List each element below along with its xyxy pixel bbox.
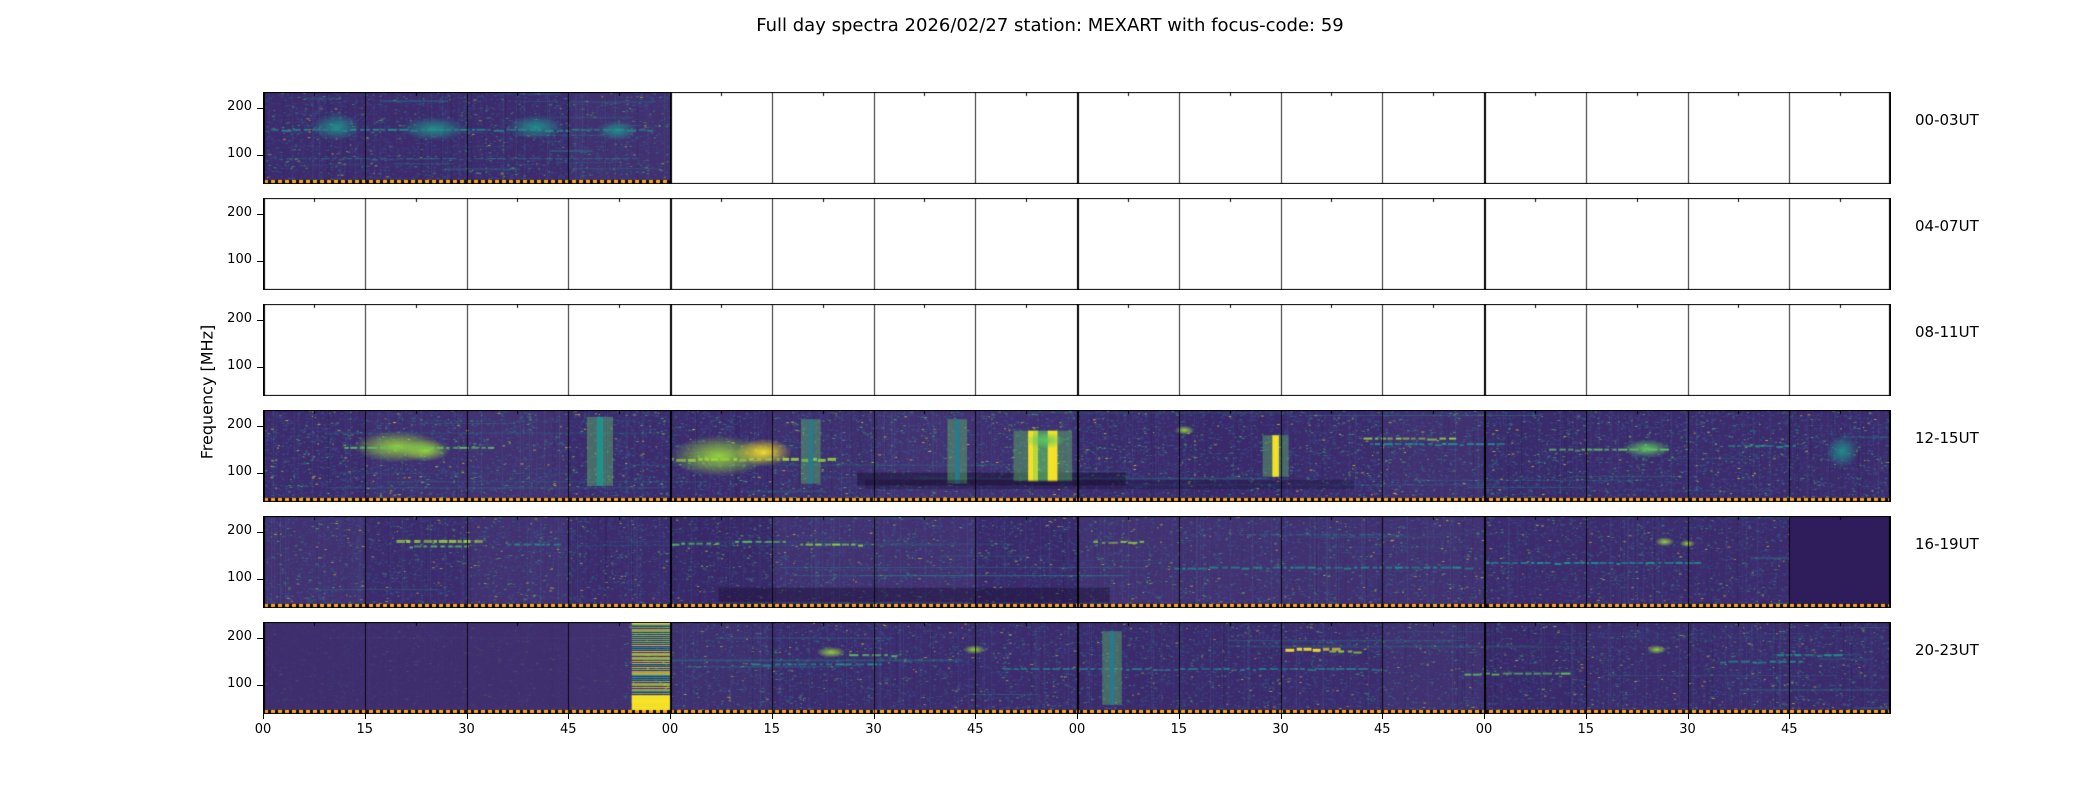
row-label: 00-03UT [1915, 111, 1979, 129]
spectrogram-panel-16-19UT [263, 516, 1891, 608]
y-tick-mark [257, 531, 263, 533]
x-tick-label: 00 [1475, 722, 1493, 737]
x-tick-mark [975, 714, 977, 719]
y-tick-mark [257, 319, 263, 321]
x-tick-mark [1280, 714, 1282, 719]
y-tick-mark [257, 107, 263, 109]
x-tick-label: 45 [1373, 722, 1391, 737]
x-tick-mark [1382, 714, 1384, 719]
y-tick-label: 100 [227, 569, 252, 585]
row-label: 20-23UT [1915, 641, 1979, 659]
y-tick-mark [257, 213, 263, 215]
x-tick-label: 00 [1068, 722, 1086, 737]
x-tick-label: 45 [559, 722, 577, 737]
x-tick-mark [466, 714, 468, 719]
spectrogram-panel-08-11UT [263, 304, 1891, 396]
x-tick-label: 15 [1577, 722, 1595, 737]
y-tick-label: 100 [227, 357, 252, 373]
x-tick-label: 45 [966, 722, 984, 737]
x-tick-label: 15 [1170, 722, 1188, 737]
y-tick-mark [257, 578, 263, 580]
x-tick-mark [568, 714, 570, 719]
y-tick-mark [257, 684, 263, 686]
y-tick-label: 200 [227, 416, 252, 432]
y-tick-label: 200 [227, 310, 252, 326]
x-tick-mark [771, 714, 773, 719]
x-tick-label: 30 [865, 722, 882, 737]
row-label: 04-07UT [1915, 217, 1979, 235]
x-tick-mark [1585, 714, 1587, 719]
x-tick-mark [1077, 714, 1078, 719]
x-tick-mark [1687, 714, 1689, 719]
spectrogram-panel-04-07UT [263, 198, 1891, 290]
row-label: 16-19UT [1915, 535, 1979, 553]
x-tick-mark [1789, 714, 1791, 719]
spectrogram-panel-12-15UT [263, 410, 1891, 502]
y-tick-label: 100 [227, 251, 252, 267]
y-tick-label: 200 [227, 98, 252, 114]
x-tick-label: 00 [254, 722, 272, 737]
y-tick-mark [257, 637, 263, 639]
chart-title: Full day spectra 2026/02/27 station: MEX… [756, 15, 1344, 36]
x-tick-label: 30 [1679, 722, 1696, 737]
x-tick-label: 00 [661, 722, 679, 737]
x-tick-mark [670, 714, 671, 719]
x-tick-mark [263, 714, 264, 719]
x-tick-label: 30 [1272, 722, 1289, 737]
y-tick-label: 100 [227, 675, 252, 691]
y-tick-label: 100 [227, 463, 252, 479]
y-tick-mark [257, 154, 263, 156]
y-tick-mark [257, 425, 263, 427]
x-tick-label: 30 [458, 722, 475, 737]
y-axis-label: Frequency [MHz] [197, 324, 217, 460]
x-tick-label: 15 [763, 722, 781, 737]
y-tick-label: 200 [227, 628, 252, 644]
y-tick-label: 200 [227, 522, 252, 538]
y-tick-mark [257, 472, 263, 474]
x-tick-label: 45 [1780, 722, 1798, 737]
x-tick-mark [364, 714, 366, 719]
y-tick-label: 100 [227, 145, 252, 161]
x-tick-label: 15 [356, 722, 374, 737]
row-label: 12-15UT [1915, 429, 1979, 447]
y-tick-mark [257, 366, 263, 368]
row-label: 08-11UT [1915, 323, 1979, 341]
x-tick-mark [873, 714, 875, 719]
spectrogram-panel-00-03UT [263, 92, 1891, 184]
x-tick-mark [1178, 714, 1180, 719]
spectrogram-panel-20-23UT [263, 622, 1891, 714]
y-tick-mark [257, 260, 263, 262]
x-tick-mark [1484, 714, 1485, 719]
y-tick-label: 200 [227, 204, 252, 220]
